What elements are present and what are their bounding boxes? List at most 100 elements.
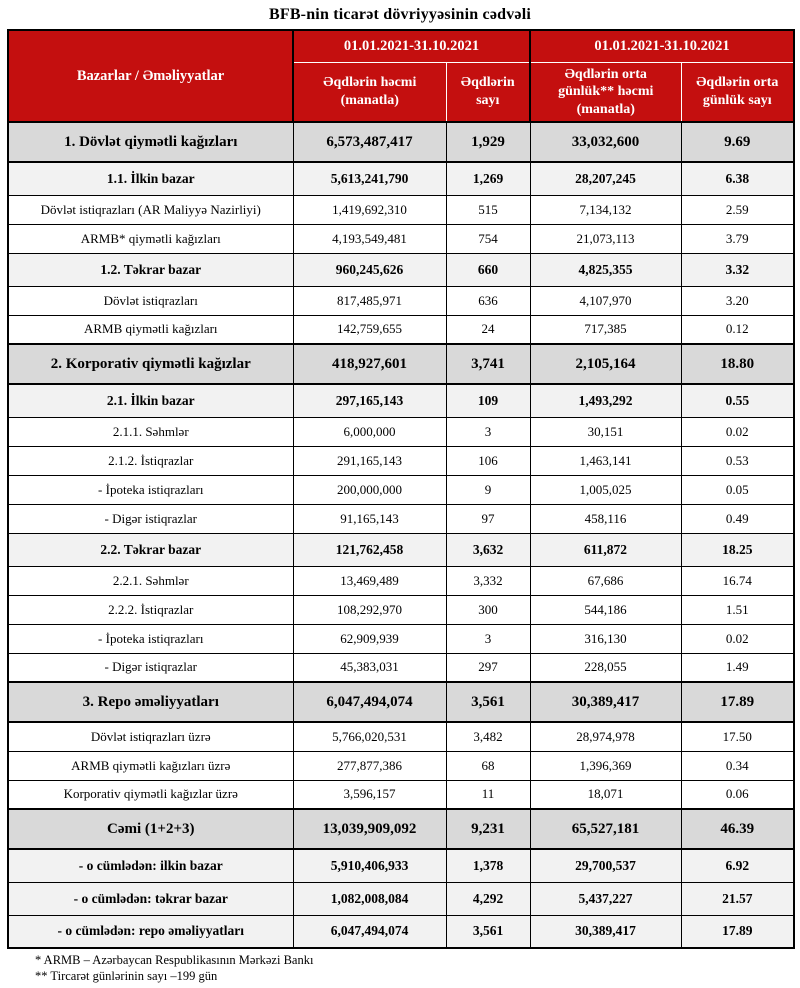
avg-daily-count-value: 46.39	[680, 808, 795, 850]
table-row: Dövlət istiqrazları (AR Maliyyə Nazirliy…	[7, 194, 795, 225]
header-avg-daily-volume: Əqdlərin orta günlük** həcmi (manatla)	[529, 61, 682, 123]
deal-volume-value: 3,596,157	[292, 779, 447, 810]
row-label: Dövlət istiqrazları	[7, 285, 294, 316]
avg-daily-volume-value: 67,686	[529, 565, 682, 596]
avg-daily-count-value: 18.80	[680, 343, 795, 385]
deal-count-value: 3,561	[445, 681, 531, 723]
deal-count-value: 3	[445, 416, 531, 447]
row-label: 2.2.2. İstiqrazlar	[7, 594, 294, 625]
avg-daily-count-value: 0.34	[680, 750, 795, 781]
table-row: 1.1. İlkin bazar 5,613,241,790 1,269 28,207…	[7, 161, 795, 196]
deal-volume-value: 13,469,489	[292, 565, 447, 596]
avg-daily-volume-value: 1,396,369	[529, 750, 682, 781]
header-group-row: Bazarlar / Əməliyyatlar 01.01.2021-31.10…	[7, 29, 795, 123]
avg-daily-volume-value: 30,389,417	[529, 681, 682, 723]
deal-count-value: 3,632	[445, 532, 531, 567]
row-label: - o cümlədən: ilkin bazar	[7, 848, 294, 883]
table-body: 1. Dövlət qiymətli kağızları 6,573,487,41…	[7, 121, 795, 949]
deal-count-value: 68	[445, 750, 531, 781]
row-label: - Digər istiqrazlar	[7, 652, 294, 683]
deal-volume-value: 4,193,549,481	[292, 223, 447, 254]
deal-volume-value: 6,047,494,074	[292, 914, 447, 949]
avg-daily-count-value: 0.53	[680, 445, 795, 476]
deal-count-value: 3,482	[445, 721, 531, 752]
deal-count-value: 3,561	[445, 914, 531, 949]
deal-volume-value: 13,039,909,092	[292, 808, 447, 850]
page-title: BFB-nin ticarət dövriyyəsinin cədvəli	[268, 6, 532, 23]
avg-daily-count-value: 6.92	[680, 848, 795, 883]
deal-volume-value: 277,877,386	[292, 750, 447, 781]
row-label: Dövlət istiqrazları üzrə	[7, 721, 294, 752]
deal-count-value: 3	[445, 623, 531, 654]
avg-daily-volume-value: 30,151	[529, 416, 682, 447]
avg-daily-volume-value: 18,071	[529, 779, 682, 810]
avg-daily-count-value: 3.20	[680, 285, 795, 316]
table-row: 2.2.2. İstiqrazlar 108,292,970 300 544,186 1…	[7, 594, 795, 625]
table-row: 2.1. İlkin bazar 297,165,143 109 1,493,292 0…	[7, 383, 795, 418]
deal-volume-value: 817,485,971	[292, 285, 447, 316]
avg-daily-count-value: 2.59	[680, 194, 795, 225]
deal-volume-value: 45,383,031	[292, 652, 447, 683]
row-label: 3. Repo əməliyyatları	[7, 681, 294, 723]
row-label: 2.1.2. İstiqrazlar	[7, 445, 294, 476]
row-label: ARMB* qiymətli kağızları	[7, 223, 294, 254]
footnotes: * ARMB – Azərbaycan Respublikasının Mərk…	[7, 949, 793, 985]
footnote-trading-days: ** Tircarət günlərinin sayı –199 gün	[35, 969, 218, 984]
deal-count-value: 660	[445, 252, 531, 287]
avg-daily-count-value: 9.69	[680, 121, 795, 163]
avg-daily-volume-value: 1,463,141	[529, 445, 682, 476]
deal-volume-value: 5,613,241,790	[292, 161, 447, 196]
deal-count-value: 4,292	[445, 881, 531, 916]
deal-volume-value: 142,759,655	[292, 314, 447, 345]
row-label: - Digər istiqrazlar	[7, 503, 294, 534]
header-deal-count: Əqdlərin sayı	[445, 61, 531, 123]
table-row: Dövlət istiqrazları 817,485,971 636 4,107,9…	[7, 285, 795, 316]
avg-daily-count-value: 0.12	[680, 314, 795, 345]
footnote-armb: * ARMB – Azərbaycan Respublikasının Mərk…	[35, 953, 314, 967]
avg-daily-volume-value: 29,700,537	[529, 848, 682, 883]
avg-daily-count-value: 17.89	[680, 681, 795, 723]
deal-volume-value: 5,910,406,933	[292, 848, 447, 883]
deal-volume-value: 297,165,143	[292, 383, 447, 418]
row-label: - o cümlədən: repo əməliyyatları	[7, 914, 294, 949]
row-label: 2.2.1. Səhmlər	[7, 565, 294, 596]
avg-daily-volume-value: 458,116	[529, 503, 682, 534]
deal-count-value: 1,929	[445, 121, 531, 163]
header-period-group-2: 01.01.2021-31.10.2021	[529, 29, 795, 63]
avg-daily-count-value: 0.55	[680, 383, 795, 418]
avg-daily-volume-value: 33,032,600	[529, 121, 682, 163]
row-label: Dövlət istiqrazları (AR Maliyyə Nazirliy…	[7, 194, 294, 225]
avg-daily-volume-value: 544,186	[529, 594, 682, 625]
avg-daily-volume-value: 316,130	[529, 623, 682, 654]
avg-daily-count-value: 17.89	[680, 914, 795, 949]
deal-count-value: 11	[445, 779, 531, 810]
header-sub-row: Əqdlərin həcmi (manatla) Əqdlərin sayı Ə…	[8, 61, 795, 123]
avg-daily-volume-value: 65,527,181	[529, 808, 682, 850]
deal-count-value: 754	[445, 223, 531, 254]
deal-volume-value: 200,000,000	[292, 474, 447, 505]
deal-volume-value: 5,766,020,531	[292, 721, 447, 752]
avg-daily-volume-value: 4,825,355	[529, 252, 682, 287]
avg-daily-count-value: 3.32	[680, 252, 795, 287]
deal-volume-value: 121,762,458	[292, 532, 447, 567]
avg-daily-count-value: 1.49	[680, 652, 795, 683]
row-label: - o cümlədən: təkrar bazar	[7, 881, 294, 916]
deal-volume-value: 91,165,143	[292, 503, 447, 534]
avg-daily-count-value: 0.06	[680, 779, 795, 810]
row-label: 2.1.1. Səhmlər	[7, 416, 294, 447]
avg-daily-volume-value: 1,493,292	[529, 383, 682, 418]
avg-daily-volume-value: 2,105,164	[529, 343, 682, 385]
table-row: ARMB qiymətli kağızları üzrə 277,877,386 6…	[7, 750, 795, 781]
avg-daily-volume-value: 717,385	[529, 314, 682, 345]
avg-daily-count-value: 6.38	[680, 161, 795, 196]
avg-daily-count-value: 0.49	[680, 503, 795, 534]
avg-daily-count-value: 21.57	[680, 881, 795, 916]
table-row: - o cümlədən: ilkin bazar 5,910,406,933 1,…	[7, 848, 795, 883]
avg-daily-count-value: 0.05	[680, 474, 795, 505]
deal-count-value: 24	[445, 314, 531, 345]
deal-count-value: 106	[445, 445, 531, 476]
table-row: - o cümlədən: repo əməliyyatları 6,047,49…	[7, 914, 795, 949]
row-label: 1.1. İlkin bazar	[7, 161, 294, 196]
table-header: Bazarlar / Əməliyyatlar 01.01.2021-31.10…	[7, 29, 795, 123]
table-row: 1.2. Təkrar bazar 960,245,626 660 4,825,355…	[7, 252, 795, 287]
